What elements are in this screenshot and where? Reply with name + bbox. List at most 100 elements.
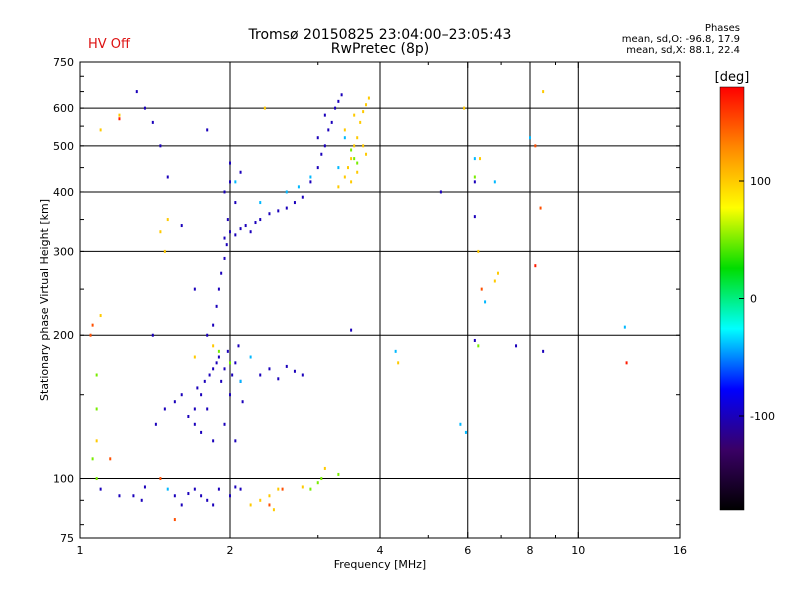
echo-point xyxy=(95,477,98,481)
echo-point xyxy=(463,106,466,110)
echo-point xyxy=(479,157,482,161)
echo-point xyxy=(337,99,340,103)
echo-point xyxy=(151,333,154,337)
echo-point xyxy=(193,355,196,359)
echo-point xyxy=(193,422,196,426)
echo-point xyxy=(206,407,209,411)
echo-point xyxy=(225,243,228,247)
y-axis-title: Stationary phase Virtual Height [km] xyxy=(38,199,51,401)
echo-point xyxy=(281,487,284,491)
echo-point xyxy=(239,170,242,174)
echo-point xyxy=(285,364,288,368)
echo-point xyxy=(259,498,262,502)
echo-point xyxy=(143,485,146,489)
colorbar-tick-label: 100 xyxy=(750,175,771,188)
echo-point xyxy=(234,180,237,184)
echo-point xyxy=(353,113,356,117)
echo-point xyxy=(206,128,209,132)
echo-point xyxy=(229,180,231,184)
echo-point xyxy=(173,494,176,498)
echo-point xyxy=(226,218,229,222)
echo-point xyxy=(187,414,190,418)
echo-point xyxy=(154,422,157,426)
echo-point xyxy=(340,93,343,97)
echo-point xyxy=(293,369,296,373)
echo-point xyxy=(89,333,92,337)
echo-point xyxy=(223,256,226,260)
echo-point xyxy=(249,230,252,234)
echo-point xyxy=(473,215,476,219)
phases-x-stats: mean, sd,X: 88.1, 22.4 xyxy=(626,45,740,56)
echo-point xyxy=(239,379,242,383)
echo-point xyxy=(231,373,234,377)
echo-point xyxy=(464,430,467,434)
echo-point xyxy=(95,373,98,377)
echo-point xyxy=(180,393,183,397)
echo-point xyxy=(118,113,121,117)
echo-point xyxy=(529,136,531,140)
echo-point xyxy=(166,487,169,491)
echo-point xyxy=(215,361,218,365)
hv-status: HV Off xyxy=(88,37,130,52)
echo-point xyxy=(223,190,226,194)
echo-point xyxy=(249,355,252,359)
echo-point xyxy=(397,361,400,365)
echo-point xyxy=(350,328,353,332)
echo-point xyxy=(309,487,312,491)
echo-point xyxy=(459,422,462,426)
echo-point xyxy=(301,485,304,489)
echo-point xyxy=(187,492,190,496)
echo-point xyxy=(226,349,229,353)
echo-point xyxy=(473,180,476,184)
echo-point xyxy=(229,494,231,498)
echo-point xyxy=(316,166,319,170)
chart-subtitle: RwPretec (8p) xyxy=(330,41,430,57)
echo-point xyxy=(277,209,280,213)
echo-point xyxy=(241,400,244,404)
x-tick-label: 2 xyxy=(227,544,234,557)
echo-point xyxy=(159,477,162,481)
echo-point xyxy=(515,344,518,348)
echo-point xyxy=(323,144,326,148)
echo-point xyxy=(356,136,359,140)
echo-point xyxy=(239,227,242,231)
echo-point xyxy=(337,185,340,189)
echo-point xyxy=(229,161,231,165)
echo-point xyxy=(229,393,231,397)
phases-heading: Phases xyxy=(704,23,740,34)
echo-point xyxy=(239,487,242,491)
echo-point xyxy=(356,170,359,174)
echo-point xyxy=(254,221,257,225)
y-tick-label: 200 xyxy=(53,329,74,342)
y-tick-label: 100 xyxy=(53,473,74,486)
echo-point xyxy=(394,349,397,353)
echo-point xyxy=(480,287,483,291)
echo-point xyxy=(534,144,537,148)
echo-point xyxy=(234,361,237,365)
colorbar-tick-label: 0 xyxy=(750,293,757,306)
echo-point xyxy=(166,175,169,179)
echo-point xyxy=(193,407,196,411)
echo-point xyxy=(217,487,220,491)
echo-point xyxy=(309,175,312,179)
echo-point xyxy=(196,386,199,390)
echo-point xyxy=(200,494,203,498)
x-tick-label: 6 xyxy=(464,544,471,557)
echo-point xyxy=(223,236,226,240)
echo-point xyxy=(234,485,237,489)
echo-point xyxy=(362,144,365,148)
echo-point xyxy=(327,128,330,132)
echo-point xyxy=(323,113,326,117)
echo-point xyxy=(206,333,209,337)
echo-point xyxy=(237,344,240,348)
echo-point xyxy=(272,508,275,512)
echo-point xyxy=(277,377,280,381)
echo-point xyxy=(244,224,247,228)
echo-point xyxy=(263,106,266,110)
y-tick-label: 500 xyxy=(53,140,74,153)
echo-point xyxy=(353,157,356,161)
echo-point xyxy=(496,271,499,275)
echo-point xyxy=(200,430,203,434)
echo-point xyxy=(118,117,121,121)
